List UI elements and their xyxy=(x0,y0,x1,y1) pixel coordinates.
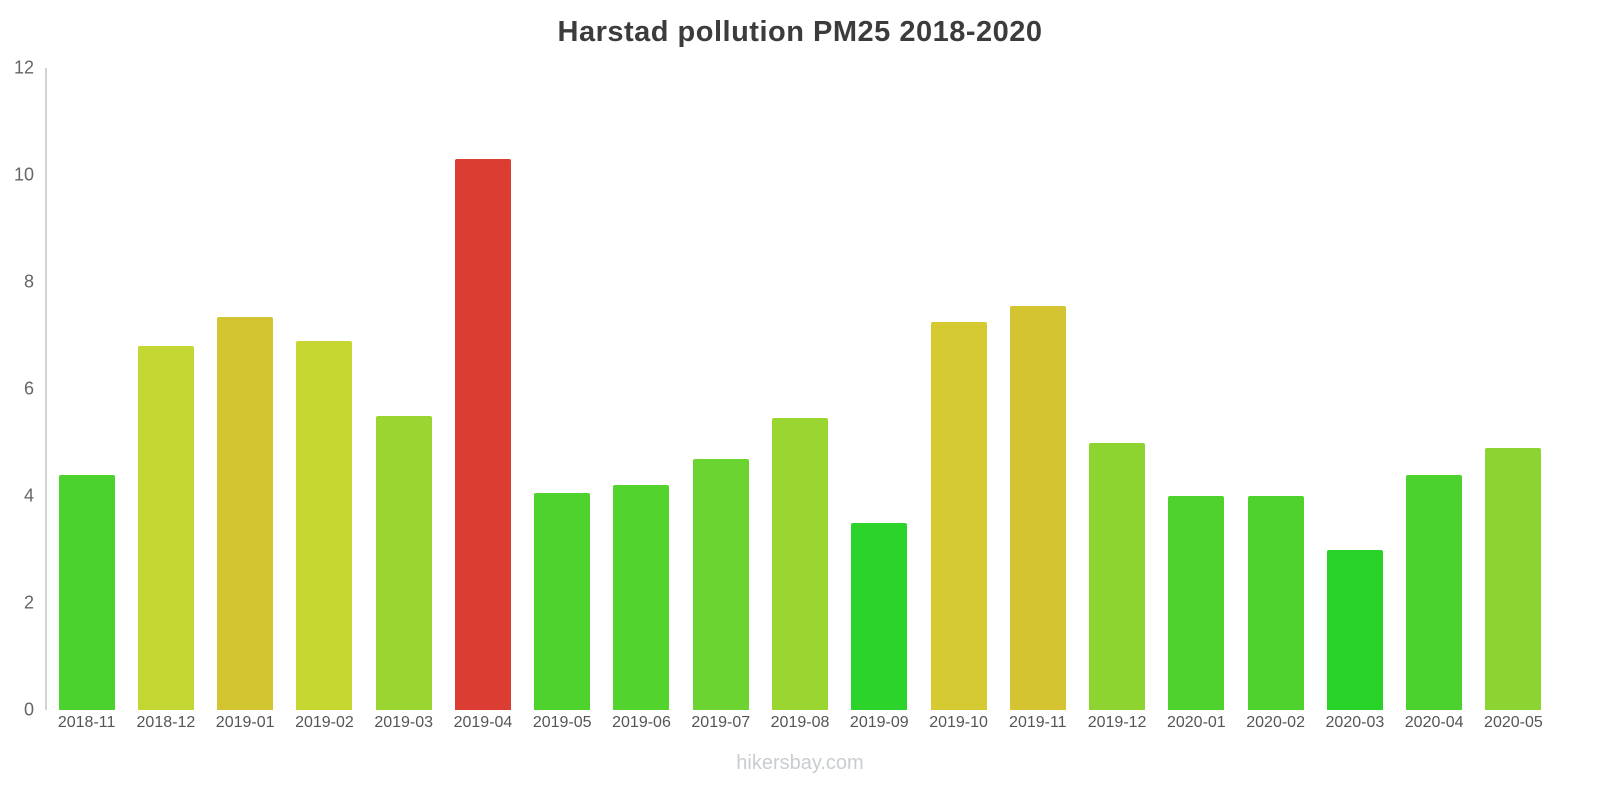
bar-group xyxy=(840,68,919,710)
bar-group xyxy=(364,68,443,710)
bar-group xyxy=(126,68,205,710)
y-tick-label: 8 xyxy=(23,271,34,292)
y-axis-line xyxy=(45,68,47,710)
x-tick-label: 2019-09 xyxy=(849,714,909,731)
chart-title: Harstad pollution PM25 2018-2020 xyxy=(557,16,1043,48)
x-tick-label: 2020-03 xyxy=(1325,714,1385,731)
bar[interactable] xyxy=(534,493,591,710)
x-tick-label: 2020-02 xyxy=(1246,714,1305,731)
bar[interactable] xyxy=(454,158,511,710)
bar[interactable] xyxy=(217,316,274,710)
bar-group xyxy=(998,68,1077,710)
bar-group xyxy=(1077,68,1156,710)
bar-group xyxy=(1236,68,1315,710)
bar-group xyxy=(443,68,522,710)
bar[interactable] xyxy=(1168,496,1225,710)
y-axis: 0 2 4 6 8 10 12 xyxy=(0,58,34,720)
bar-group xyxy=(919,68,998,710)
bar[interactable] xyxy=(772,418,829,710)
x-tick-label: 2019-12 xyxy=(1087,714,1147,731)
bar-group xyxy=(760,68,839,710)
x-tick-label: 2020-05 xyxy=(1484,714,1543,731)
bar-group xyxy=(681,68,760,710)
x-tick-label: 2019-10 xyxy=(929,714,988,731)
bar-group xyxy=(285,68,364,710)
x-tick-label: 2019-06 xyxy=(612,714,671,731)
x-tick-label: 2020-01 xyxy=(1166,714,1226,731)
bar[interactable] xyxy=(1009,306,1066,710)
x-tick-label: 2019-02 xyxy=(295,714,354,731)
bar[interactable] xyxy=(1089,442,1146,710)
bar[interactable] xyxy=(1247,496,1304,710)
bar[interactable] xyxy=(58,474,115,710)
y-tick-label: 4 xyxy=(23,485,34,506)
x-tick-label: 2019-05 xyxy=(532,714,592,731)
bar-group xyxy=(1395,68,1474,710)
y-tick-label: 12 xyxy=(13,57,34,78)
bar-group xyxy=(1157,68,1236,710)
x-tick-label: 2019-04 xyxy=(453,714,513,731)
bar[interactable] xyxy=(137,346,194,710)
bar[interactable] xyxy=(296,340,353,710)
plot-area xyxy=(47,68,1553,710)
y-tick-label: 10 xyxy=(13,164,34,185)
x-tick-label: 2019-08 xyxy=(770,714,830,731)
bar[interactable] xyxy=(1485,447,1542,710)
x-tick-label: 2018-11 xyxy=(57,714,116,731)
bar[interactable] xyxy=(692,458,749,710)
bar[interactable] xyxy=(1326,549,1383,710)
x-tick-label: 2019-03 xyxy=(374,714,434,731)
bar-group xyxy=(1474,68,1553,710)
bar-group xyxy=(1315,68,1394,710)
y-tick-label: 0 xyxy=(23,699,34,720)
bar-group xyxy=(602,68,681,710)
bar[interactable] xyxy=(851,522,908,710)
x-tick-label: 2019-11 xyxy=(1009,714,1067,731)
bar-group xyxy=(206,68,285,710)
y-tick-label: 2 xyxy=(23,592,34,613)
bar[interactable] xyxy=(930,322,987,710)
bar[interactable] xyxy=(1406,474,1463,710)
x-tick-label: 2019-07 xyxy=(691,714,751,731)
bar[interactable] xyxy=(375,415,432,710)
x-tick-label: 2020-04 xyxy=(1404,714,1464,731)
x-axis: 2018-11 2018-12 2019-01 2019-02 2019-03 2019-… xyxy=(47,714,1553,732)
bar-group xyxy=(47,68,126,710)
y-tick-label: 6 xyxy=(23,378,34,399)
bar[interactable] xyxy=(613,485,670,710)
watermark: hikersbay.com xyxy=(736,752,864,774)
x-tick-label: 2018-12 xyxy=(136,714,196,731)
x-tick-label: 2019-01 xyxy=(215,714,275,731)
bar-group xyxy=(523,68,602,710)
